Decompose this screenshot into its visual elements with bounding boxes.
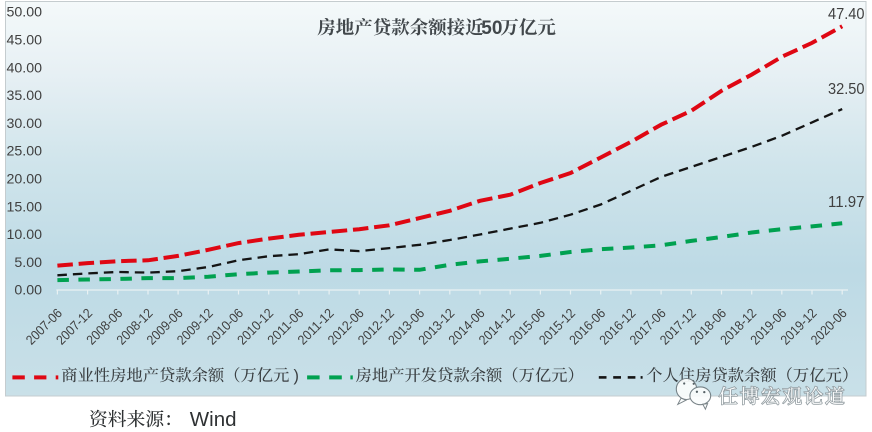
svg-text:47.40: 47.40 xyxy=(828,6,865,23)
svg-text:40.00: 40.00 xyxy=(6,60,42,76)
svg-text:30.00: 30.00 xyxy=(6,116,42,132)
svg-text:45.00: 45.00 xyxy=(6,33,42,49)
svg-text:11.97: 11.97 xyxy=(828,194,865,211)
svg-text:0.00: 0.00 xyxy=(14,283,42,299)
svg-text:32.50: 32.50 xyxy=(828,81,865,98)
svg-text:5.00: 5.00 xyxy=(14,255,42,271)
svg-text:): ) xyxy=(294,367,299,385)
svg-text:10.00: 10.00 xyxy=(6,227,42,243)
svg-text:Wind: Wind xyxy=(190,408,237,431)
svg-text:15.00: 15.00 xyxy=(6,199,42,215)
svg-text:50.00: 50.00 xyxy=(6,5,42,21)
svg-text:25.00: 25.00 xyxy=(6,144,42,160)
svg-text:50: 50 xyxy=(481,18,502,39)
svg-text:20.00: 20.00 xyxy=(6,172,42,188)
svg-text:35.00: 35.00 xyxy=(6,88,42,104)
